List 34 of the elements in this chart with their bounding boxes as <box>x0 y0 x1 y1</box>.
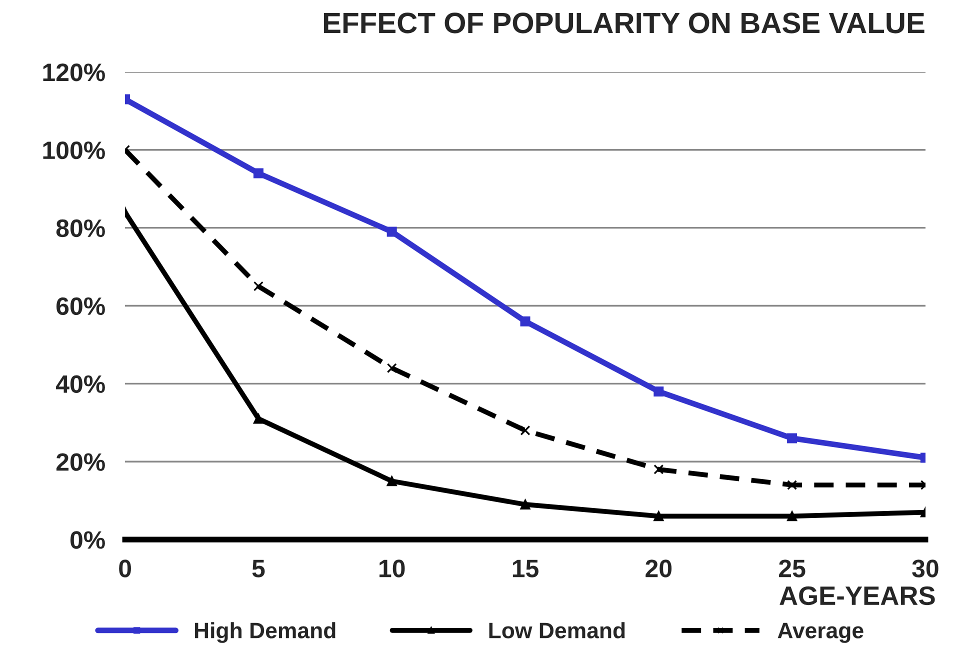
point <box>787 480 798 490</box>
point <box>654 464 664 474</box>
y-tick-label: 120% <box>43 64 105 82</box>
point <box>654 386 664 396</box>
chart-title: EFFECT OF POPULARITY ON BASE VALUE <box>324 12 924 34</box>
legend-label: Average <box>778 622 864 643</box>
y-tick-label: 20% <box>56 453 105 471</box>
x-tick-label: 20 <box>646 560 672 578</box>
x-tick-label: 10 <box>380 560 405 578</box>
point <box>520 499 530 510</box>
point <box>253 281 264 292</box>
x-tick-label: 15 <box>512 560 538 578</box>
point <box>654 511 664 522</box>
y-tick-label: 80% <box>56 219 105 238</box>
point <box>386 226 397 237</box>
legend-label: High Demand <box>194 622 336 643</box>
y-tick-label: 0% <box>70 531 105 549</box>
y-tick-label: 40% <box>56 375 105 393</box>
point <box>787 511 798 522</box>
point <box>520 425 530 436</box>
y-tick-label: 100% <box>43 141 105 160</box>
point <box>386 363 397 374</box>
x-axis-title: AGE-YEARS <box>780 586 935 606</box>
x-tick-label: 30 <box>912 560 938 578</box>
point <box>520 316 530 326</box>
x-tick-label: 5 <box>252 560 265 578</box>
point <box>787 433 798 444</box>
y-tick-label: 60% <box>56 297 105 316</box>
point <box>386 476 397 486</box>
legend-label: Low Demand <box>489 622 625 638</box>
x-tick-label: 0 <box>119 560 131 578</box>
point <box>253 168 264 178</box>
point <box>253 414 264 424</box>
x-tick-label: 25 <box>779 560 806 578</box>
